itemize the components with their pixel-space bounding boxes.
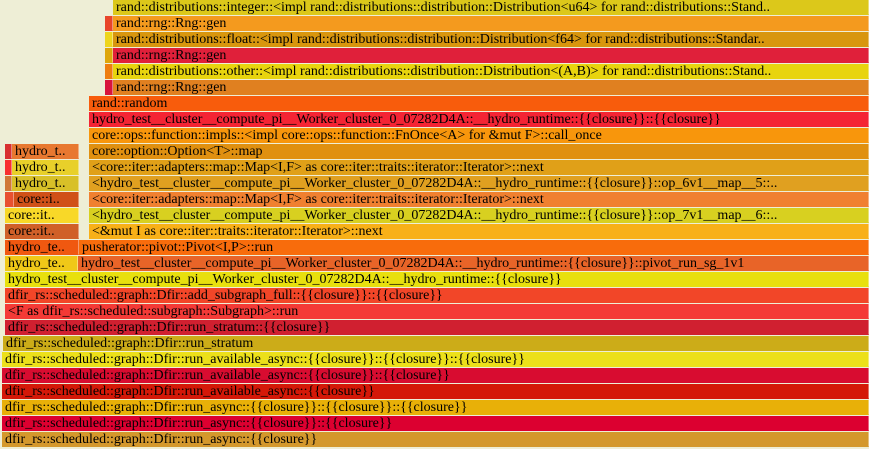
flame-frame[interactable]	[105, 16, 113, 31]
flame-frame[interactable]: core::option::Option<T>::map	[89, 144, 869, 159]
flame-frame[interactable]: dfir_rs::scheduled::graph::Dfir::run_asy…	[2, 416, 869, 431]
flame-frame[interactable]: rand::rng::Rng::gen	[113, 16, 869, 31]
flame-frame[interactable]: core::it..	[5, 224, 79, 239]
flame-frame[interactable]	[5, 144, 12, 159]
flame-frame[interactable]: dfir_rs::scheduled::graph::Dfir::run_asy…	[2, 432, 869, 447]
flame-frame[interactable]: rand::rng::Rng::gen	[113, 80, 869, 95]
flame-frame[interactable]: pusherator::pivot::Pivot<I,P>::run	[79, 240, 869, 255]
flame-frame[interactable]: hydro_t..	[12, 144, 79, 159]
flame-frame[interactable]	[105, 64, 113, 79]
flame-frame[interactable]: hydro_test__cluster__compute_pi__Worker_…	[89, 112, 869, 127]
flame-frame[interactable]: dfir_rs::scheduled::graph::Dfir::run_str…	[3, 336, 869, 351]
flame-frame[interactable]: core::it..	[5, 208, 79, 223]
flame-frame[interactable]: <hydro_test__cluster__compute_pi__Worker…	[89, 176, 869, 191]
flame-frame[interactable]: hydro_test__cluster__compute_pi__Worker_…	[78, 256, 869, 271]
flame-frame[interactable]	[5, 176, 12, 191]
flame-frame[interactable]: dfir_rs::scheduled::graph::Dfir::run_ava…	[2, 352, 869, 367]
flame-frame[interactable]: core::i..	[14, 192, 79, 207]
flame-frame[interactable]: dfir_rs::scheduled::graph::Dfir::run_str…	[5, 320, 869, 335]
flame-frame[interactable]: <hydro_test__cluster__compute_pi__Worker…	[89, 208, 869, 223]
flame-frame[interactable]	[105, 48, 113, 63]
flame-frame[interactable]: dfir_rs::scheduled::graph::Dfir::run_ava…	[2, 368, 869, 383]
flame-frame[interactable]: hydro_test__cluster__compute_pi__Worker_…	[5, 272, 869, 287]
flame-frame[interactable]	[5, 192, 14, 207]
flame-frame[interactable]: hydro_t..	[12, 176, 79, 191]
flame-frame[interactable]: rand::distributions::other::<impl rand::…	[113, 64, 869, 79]
flame-frame[interactable]	[105, 80, 113, 95]
flame-frame[interactable]: dfir_rs::scheduled::graph::Dfir::run_asy…	[2, 400, 869, 415]
flame-frame[interactable]: <&mut I as core::iter::traits::iterator:…	[89, 224, 869, 239]
flame-frame[interactable]: rand::rng::Rng::gen	[113, 48, 869, 63]
flame-frame[interactable]: rand::distributions::integer::<impl rand…	[113, 0, 869, 15]
flame-frame[interactable]: <core::iter::adapters::map::Map<I,F> as …	[89, 160, 869, 175]
flame-frame[interactable]: hydro_te..	[5, 256, 78, 271]
flame-frame[interactable]: <core::iter::adapters::map::Map<I,F> as …	[89, 192, 869, 207]
flame-frame[interactable]: hydro_te..	[5, 240, 79, 255]
flame-frame[interactable]: dfir_rs::scheduled::graph::Dfir::run_ava…	[2, 384, 869, 399]
flame-frame[interactable]	[5, 160, 12, 175]
flame-frame[interactable]: core::ops::function::impls::<impl core::…	[89, 128, 869, 143]
flame-frame[interactable]: dfir_rs::scheduled::graph::Dfir::add_sub…	[5, 288, 869, 303]
flame-frame[interactable]: hydro_t..	[12, 160, 79, 175]
flame-frame[interactable]	[105, 32, 113, 47]
flame-frame[interactable]: rand::random	[89, 96, 869, 111]
flame-frame[interactable]: <F as dfir_rs::scheduled::subgraph::Subg…	[5, 304, 869, 319]
flame-frame[interactable]: rand::distributions::float::<impl rand::…	[113, 32, 869, 47]
